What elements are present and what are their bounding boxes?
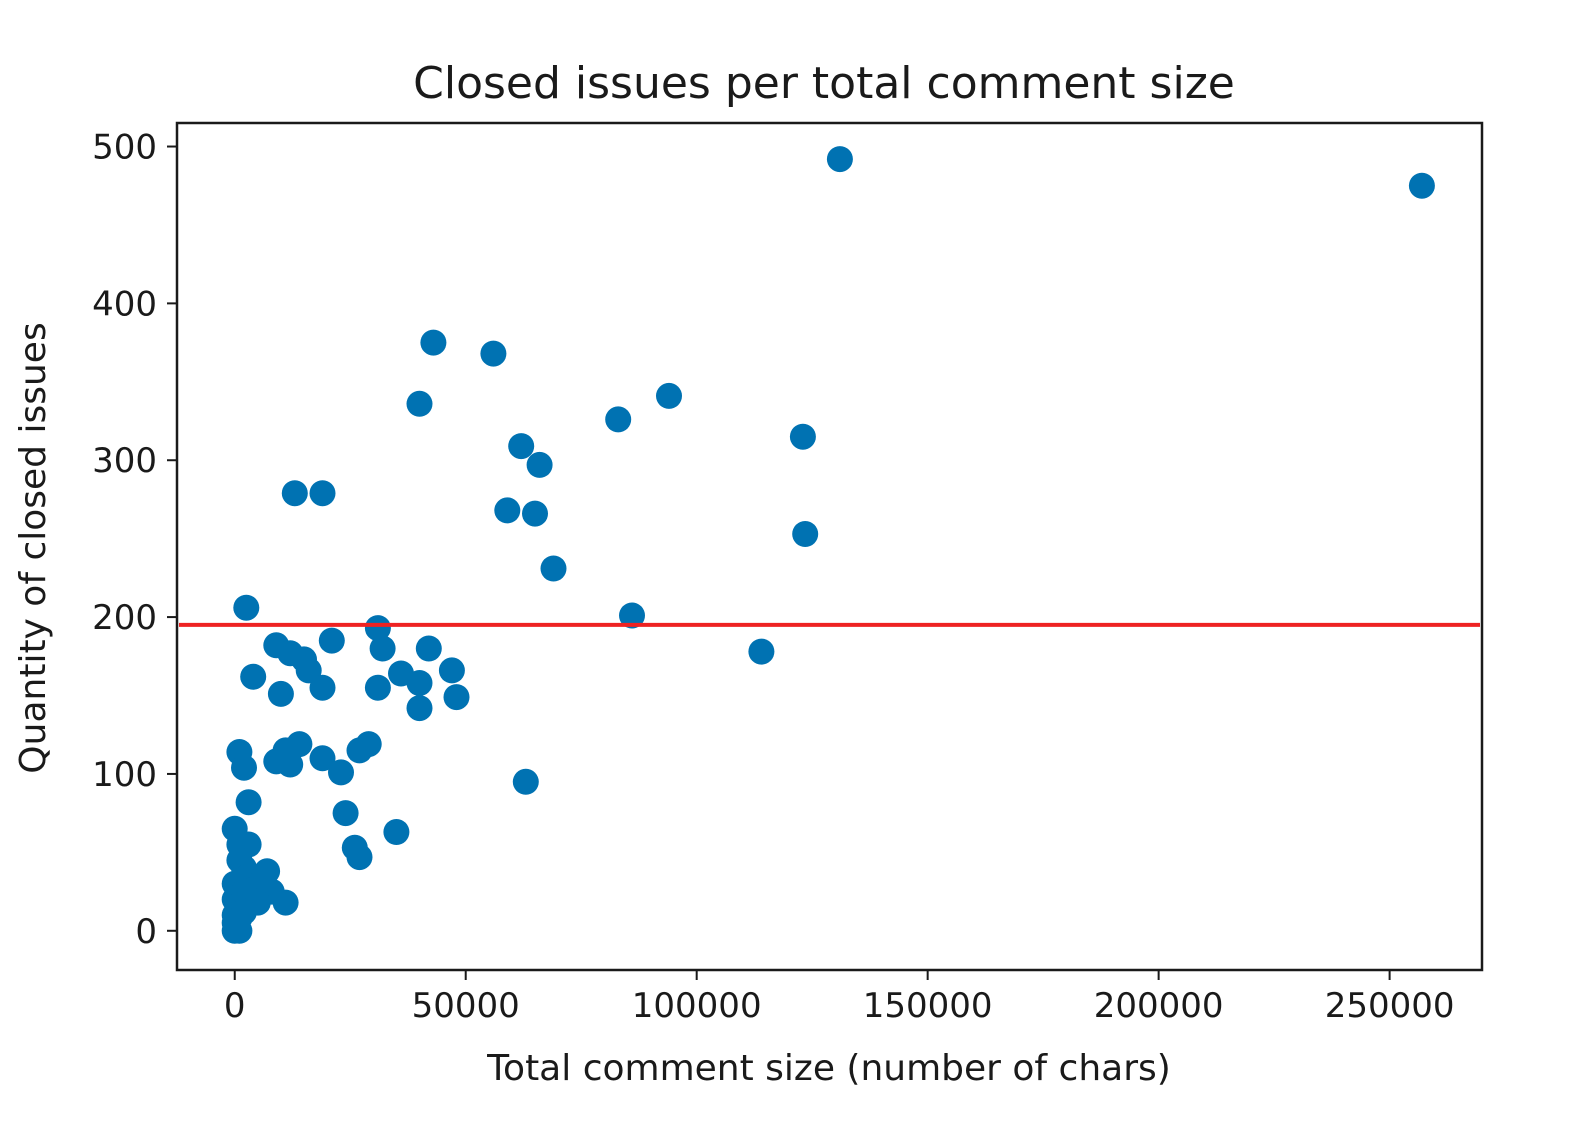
- x-tick-label: 100000: [632, 986, 762, 1026]
- data-point: [267, 680, 294, 707]
- y-axis: 0 100 200 300 400 500: [92, 128, 177, 952]
- data-point: [438, 657, 465, 684]
- data-point: [480, 340, 507, 367]
- x-tick-label: 50000: [412, 986, 520, 1026]
- x-axis: 0 50000 100000 150000 200000 250000: [224, 970, 1455, 1026]
- data-point: [508, 433, 535, 460]
- data-point: [254, 858, 281, 885]
- data-point: [309, 480, 336, 507]
- data-point: [826, 146, 853, 173]
- data-point: [272, 889, 299, 916]
- data-point: [233, 594, 260, 621]
- data-point: [748, 638, 775, 665]
- data-point: [364, 674, 391, 701]
- y-tick-label: 200: [92, 598, 157, 638]
- data-point: [605, 406, 632, 433]
- data-point: [355, 731, 382, 758]
- data-point: [309, 745, 336, 772]
- data-point: [522, 500, 548, 527]
- y-tick-label: 500: [92, 128, 157, 168]
- data-point: [332, 800, 359, 827]
- x-tick-label: 200000: [1094, 986, 1224, 1026]
- data-point: [318, 627, 345, 654]
- data-point: [235, 789, 262, 816]
- data-point: [346, 844, 373, 871]
- x-tick-label: 0: [224, 986, 246, 1026]
- data-point: [281, 480, 308, 507]
- data-point: [295, 657, 322, 684]
- data-point: [526, 451, 553, 478]
- data-point: [369, 635, 396, 662]
- data-point: [277, 751, 304, 778]
- y-tick-label: 0: [135, 912, 157, 952]
- x-tick-label: 250000: [1325, 986, 1455, 1026]
- data-point: [231, 899, 257, 925]
- data-point: [286, 731, 313, 758]
- data-point: [364, 615, 391, 642]
- plot-frame: [175, 121, 1484, 972]
- data-point: [415, 635, 442, 662]
- y-tick-label: 300: [92, 441, 157, 481]
- data-point: [494, 497, 521, 524]
- data-points: [221, 146, 1435, 944]
- data-point: [406, 390, 433, 417]
- y-axis-label: Quantity of closed issues: [13, 322, 54, 773]
- x-axis-label: Total comment size (number of chars): [486, 1048, 1171, 1089]
- data-point: [328, 759, 354, 786]
- data-point: [383, 819, 410, 845]
- data-point: [240, 663, 267, 690]
- y-tick-label: 400: [92, 284, 157, 324]
- data-point: [1408, 172, 1435, 199]
- data-point: [420, 329, 447, 356]
- data-point: [540, 555, 567, 582]
- x-tick-label: 150000: [863, 986, 993, 1026]
- data-point: [309, 674, 336, 701]
- data-point: [406, 670, 433, 696]
- data-point: [789, 423, 816, 450]
- data-point: [406, 695, 433, 722]
- data-point: [656, 382, 682, 409]
- data-point: [619, 602, 645, 629]
- chart-title: Closed issues per total comment size: [413, 58, 1235, 109]
- y-tick-label: 100: [92, 755, 157, 795]
- data-point: [792, 521, 819, 547]
- data-point: [231, 754, 257, 781]
- data-point: [512, 768, 539, 795]
- data-point: [443, 684, 470, 711]
